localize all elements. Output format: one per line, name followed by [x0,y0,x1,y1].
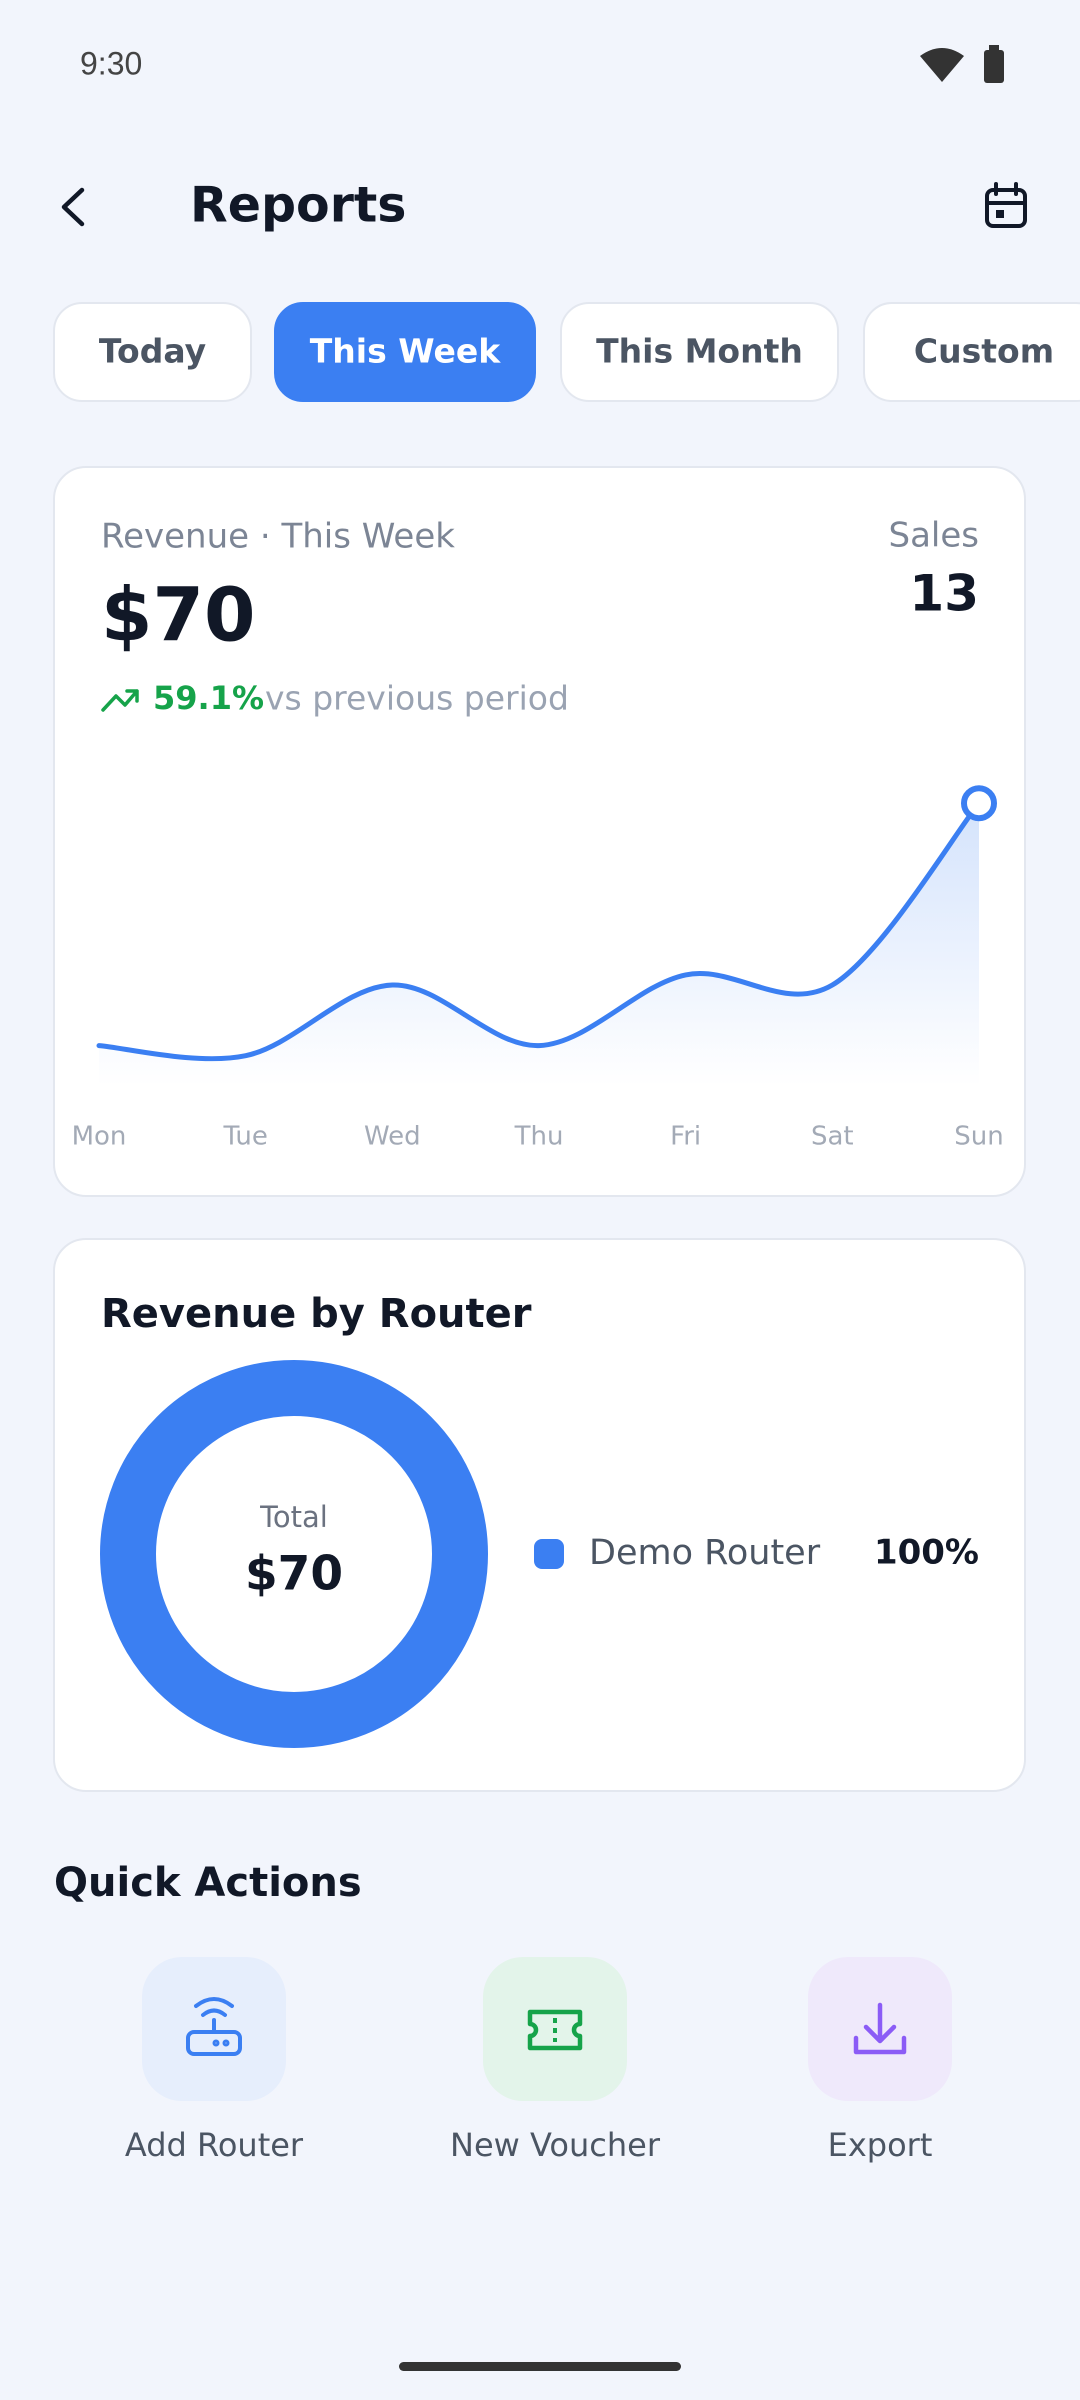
action-label[interactable]: New Voucher [450,2126,661,2164]
revenue-label: Revenue · This Week [101,517,455,557]
legend-label: Demo Router [589,1533,821,1573]
tab-background [53,302,252,402]
tab[interactable]: This Month [560,302,839,402]
legend-value: 100% [874,1533,979,1573]
line-series [96,800,982,1062]
tab-background [560,302,839,402]
tab-label: This Month [596,332,803,371]
action-add-router[interactable] [142,1957,286,2101]
revenue-amount: $70 [101,573,255,659]
change-text: vs previous period [265,679,569,718]
donut-segment [100,1360,488,1748]
x-axis-label: Wed [364,1122,421,1152]
export-icon [853,2002,907,2055]
back-button[interactable] [61,187,85,227]
x-axis-label: Tue [222,1122,267,1152]
x-axis-label: Fri [670,1122,701,1152]
change-percent: 59.1% [153,679,264,717]
router-icon [186,1997,242,2056]
page-title: Reports [190,177,406,234]
last-point-marker [961,785,997,822]
voucher-icon [527,2009,583,2051]
status-time: 9:30 [80,45,142,81]
tab-background [863,302,1080,402]
battery-cap [989,45,999,51]
x-axis-label: Thu [514,1122,564,1152]
action-label[interactable]: Add Router [125,2126,304,2164]
action-new-voucher[interactable] [483,1957,627,2101]
x-axis-label: Sun [954,1122,1003,1152]
tab-background [274,302,536,402]
donut-center-label: Total [259,1500,328,1534]
router-card-title: Revenue by Router [101,1291,532,1337]
action-label[interactable]: Export [828,2126,933,2164]
donut-center-value: $70 [245,1547,343,1602]
action-export[interactable] [808,1957,952,2101]
legend-swatch [534,1539,564,1569]
tab[interactable]: This Week [274,302,536,402]
tab[interactable]: Today [53,302,252,402]
tab-label: This Week [310,332,501,371]
tab-bar: Today This Week This Month Custom [53,302,1080,402]
calendar-button[interactable] [985,182,1027,228]
area-fill [99,803,979,1086]
quick-actions-title: Quick Actions [54,1860,362,1906]
x-axis-label: Mon [72,1122,127,1152]
wifi-icon [920,48,964,82]
x-axis-label: Sat [811,1122,854,1152]
sales-count: 13 [909,565,979,623]
battery-icon [984,50,1004,83]
tab-label: Today [99,332,206,371]
line-chart: Mon Tue Wed Thu Fri Sat Sun [72,785,1004,1152]
sales-label: Sales [889,516,980,556]
tab[interactable]: Custom [863,302,1080,402]
trend-icon [101,689,139,712]
home-indicator [399,2362,681,2371]
donut-chart: Demo Router 100% [100,1360,979,1748]
tab-label: Custom [914,332,1054,371]
